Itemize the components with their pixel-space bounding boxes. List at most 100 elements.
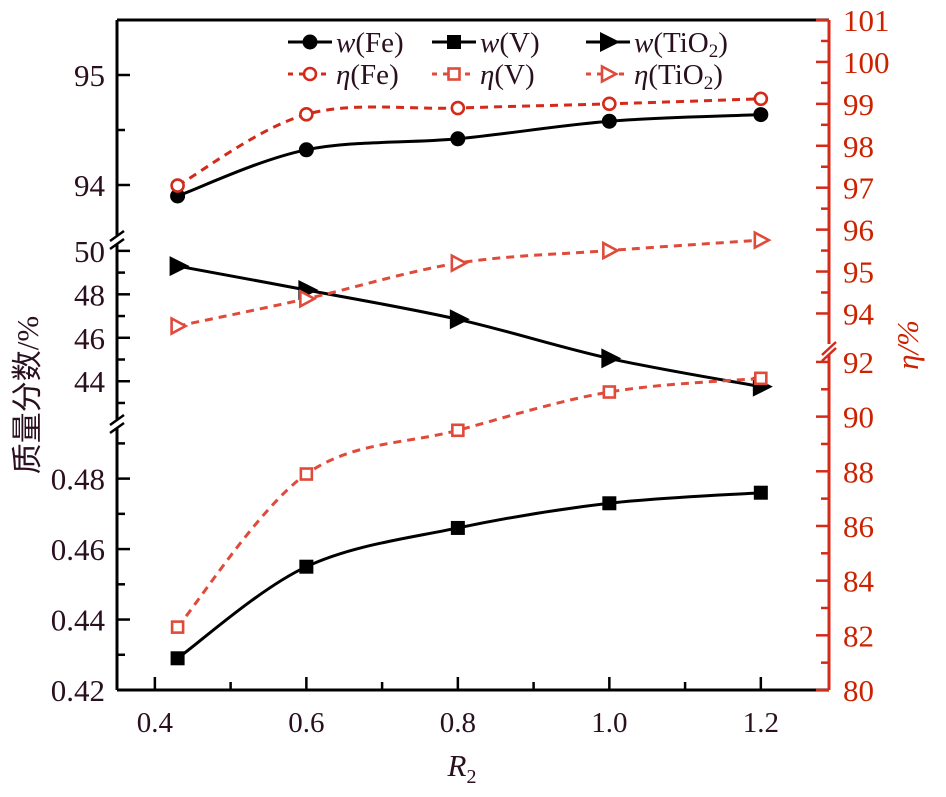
legend-item: w(TiO2) [586, 27, 728, 62]
right-axis-break-mark [821, 341, 837, 356]
legend-item: η(TiO2) [586, 59, 723, 94]
data-point [170, 178, 185, 193]
x-axis-title-subscript: 2 [466, 766, 476, 788]
legend-label: w(TiO2) [634, 27, 728, 62]
right-tick-label: 95 [843, 255, 874, 290]
series-w-fe- [170, 107, 769, 204]
left-tick-label: 95 [74, 58, 105, 93]
legend-label-element: (Fe [350, 59, 389, 91]
data-point [601, 113, 617, 129]
right-tick-label: 101 [843, 3, 890, 38]
data-point [170, 316, 189, 336]
legend-label-close: ) [525, 59, 535, 91]
data-point [170, 620, 185, 634]
right-tick-label: 96 [843, 213, 874, 248]
left-axis-break-mark [109, 229, 125, 243]
series--fe- [170, 91, 769, 193]
right-tick-label: 82 [843, 618, 874, 653]
legend-label-subscript: 2 [704, 73, 714, 94]
legend-label-element: (Fe [355, 27, 394, 59]
series-line [176, 97, 761, 187]
data-point [602, 96, 617, 112]
legend-label-close: ) [713, 59, 723, 91]
data-point [753, 91, 769, 107]
left-tick-label: 0.44 [51, 603, 106, 638]
legend-label: w(Fe) [336, 27, 404, 59]
data-point [170, 188, 186, 204]
right-tick-label: 90 [843, 400, 874, 435]
right-tick-label: 97 [843, 171, 874, 206]
right-tick-label: 100 [843, 45, 890, 80]
data-point [298, 142, 314, 158]
right-tick-label: 84 [843, 564, 875, 599]
legend-item: η(V) [432, 59, 535, 91]
data-point [450, 100, 466, 116]
data-point [601, 348, 622, 369]
data-point [450, 520, 465, 535]
data-point [602, 496, 617, 511]
legend-marker [302, 66, 318, 82]
legend-label-element: (TiO [648, 59, 703, 91]
legend-marker [600, 32, 620, 52]
legend-marker [302, 34, 318, 50]
x-tick-label: 1.2 [743, 707, 779, 739]
data-point [450, 131, 466, 147]
legend-label-close: ) [394, 27, 404, 59]
right-tick-label: 80 [843, 673, 874, 708]
right-tick-label: 88 [843, 454, 874, 489]
legend-label-element: (V [499, 27, 530, 59]
legend-label: η(Fe) [336, 59, 399, 91]
legend-label-close: ) [718, 27, 728, 59]
series-line [176, 376, 761, 629]
right-tick-label: 98 [843, 129, 874, 164]
series-line [177, 113, 761, 198]
left-tick-label: 0.46 [51, 532, 105, 567]
legend-label: w(V) [480, 27, 540, 59]
axes: 0.4 0.6 0.8 1.0 1.2 94 95 44 46 48 50 0.42 0.44 0.46 0… [51, 3, 890, 739]
x-axis-title: R2 [447, 748, 477, 788]
series--v- [170, 371, 768, 634]
x-tick-label: 0.8 [440, 707, 476, 739]
series--tio2- [170, 230, 772, 336]
left-tick-label: 44 [74, 364, 106, 399]
data-point [450, 253, 469, 273]
left-axis-break-mark [109, 413, 125, 427]
data-point [753, 230, 772, 250]
legend-marker [447, 67, 461, 81]
legend-item: w(Fe) [288, 27, 404, 59]
legend-label-prefix: w [480, 27, 500, 59]
data-point [754, 371, 768, 386]
left-tick-label: 46 [74, 321, 105, 356]
legend-label-subscript: 2 [709, 41, 719, 62]
series-line [177, 264, 762, 389]
legend-label-prefix: η [336, 59, 350, 91]
left-tick-label: 94 [74, 168, 106, 203]
data-point [753, 107, 769, 123]
legend-label: η(TiO2) [634, 59, 723, 94]
right-tick-label: 99 [843, 87, 874, 122]
left-axis-break-mark [109, 421, 125, 435]
legend-label: η(V) [480, 59, 535, 91]
left-tick-label: 0.48 [51, 462, 105, 497]
series-layer [169, 91, 773, 666]
data-point [602, 240, 621, 261]
legend-label-prefix: w [336, 27, 356, 59]
legend-marker [447, 35, 461, 49]
right-axis-break-mark [821, 347, 837, 362]
right-tick-label: 94 [843, 296, 875, 331]
x-axis-title-main: R [447, 748, 467, 783]
data-point [449, 309, 470, 330]
data-point [299, 107, 314, 122]
series-w-tio2- [169, 256, 773, 397]
legend-label-prefix: w [634, 27, 654, 59]
data-point [169, 256, 190, 277]
data-point [299, 559, 314, 574]
legend-label-close: ) [389, 59, 399, 91]
data-point [753, 485, 768, 500]
left-tick-label: 50 [74, 234, 105, 269]
legend-marker [600, 64, 619, 84]
legend-label-close: ) [530, 27, 540, 59]
series-w-v- [170, 485, 768, 666]
legend-label-prefix: η [480, 59, 494, 91]
